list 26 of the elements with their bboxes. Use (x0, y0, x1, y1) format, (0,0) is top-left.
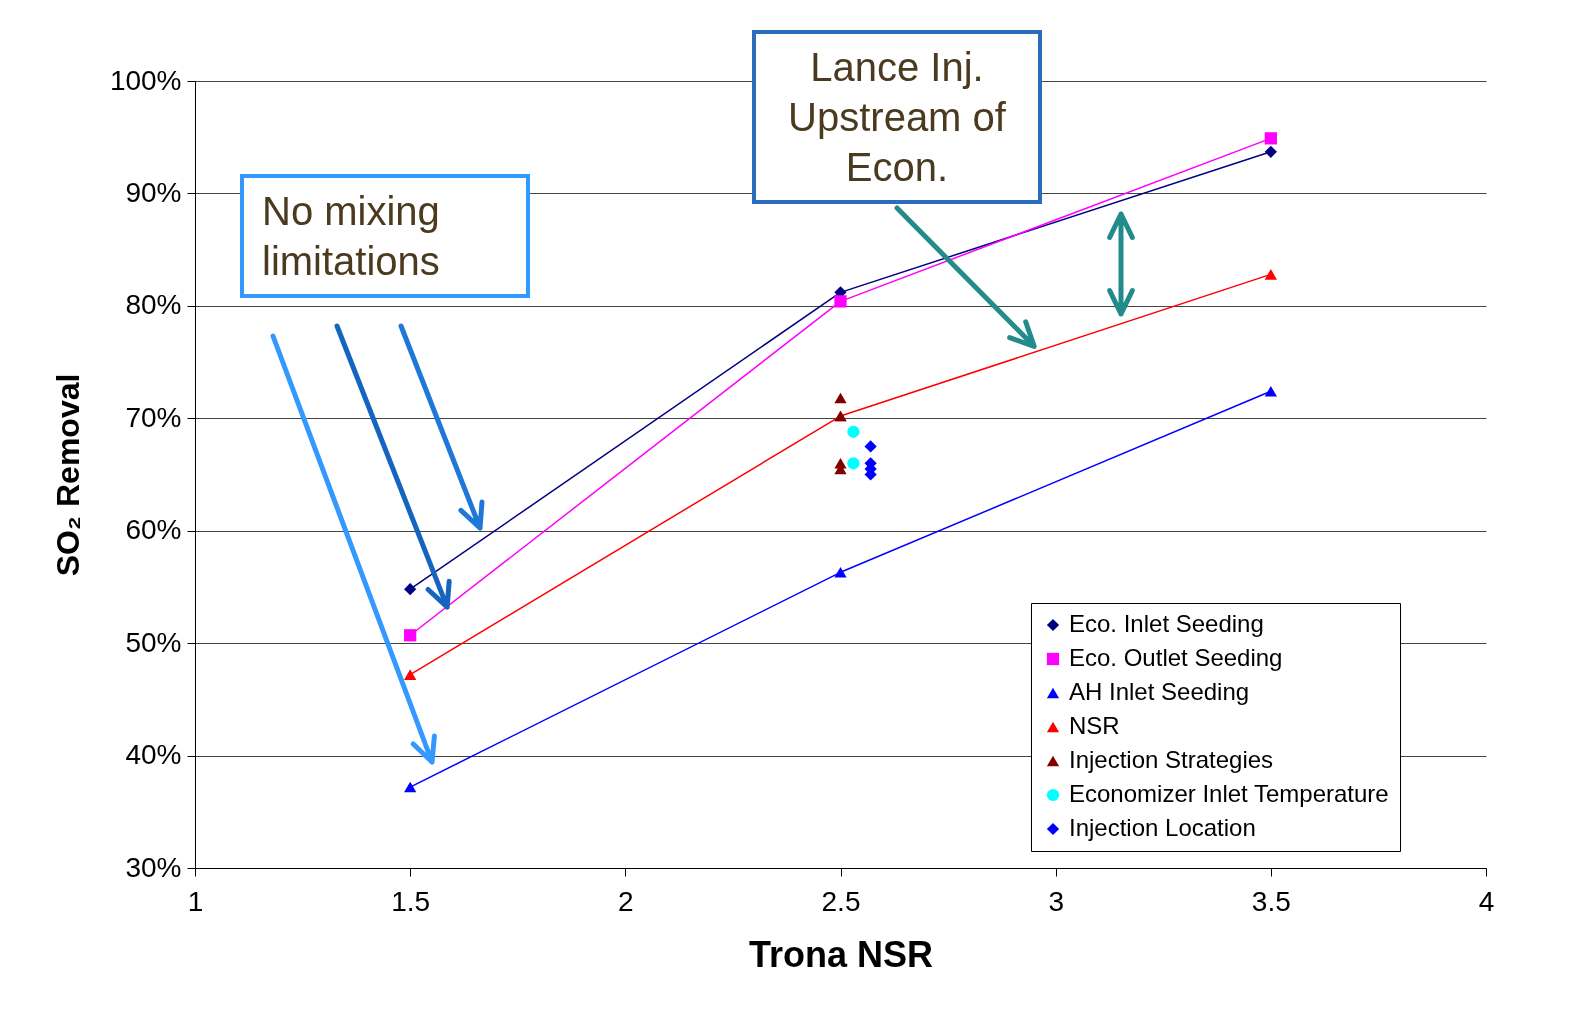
x-axis-title: Trona NSR (748, 933, 934, 975)
y-tick-label: 100% (109, 64, 182, 96)
y-tick-label: 40% (125, 739, 182, 771)
legend-label: AH Inlet Seeding (1069, 678, 1250, 705)
y-tick-label: 70% (125, 401, 182, 433)
legend-label: Eco. Outlet Seeding (1069, 644, 1283, 671)
x-tick-label: 1 (187, 885, 204, 917)
y-tick-label: 90% (125, 176, 182, 208)
y-tick-label: 50% (125, 626, 182, 658)
legend-label: Economizer Inlet Temperature (1069, 780, 1389, 807)
legend-label: Eco. Inlet Seeding (1069, 610, 1264, 637)
x-tick-label: 4 (1478, 885, 1495, 917)
y-tick-label: 80% (125, 289, 182, 321)
y-axis-title: SO₂ Removal (49, 373, 86, 577)
legend-label: NSR (1069, 712, 1120, 739)
annotation: Lance Inj. Upstream of Econ. (752, 30, 1042, 204)
x-tick-label: 2.5 (821, 885, 861, 917)
x-tick-label: 1.5 (391, 885, 431, 917)
legend-label: Injection Location (1069, 814, 1256, 841)
x-tick-label: 2 (618, 885, 634, 917)
x-tick-label: 3.5 (1251, 885, 1291, 917)
y-tick-label: 60% (125, 514, 182, 546)
annotation: No mixing limitations (240, 174, 530, 298)
x-tick-label: 3 (1048, 885, 1064, 917)
legend-label: Injection Strategies (1069, 746, 1274, 773)
y-tick-label: 30% (125, 851, 182, 883)
